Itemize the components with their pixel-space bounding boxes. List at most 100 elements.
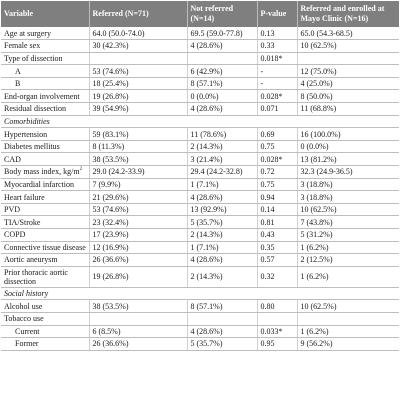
cell-text: -	[260, 66, 264, 76]
cell-p-value: 0.81	[257, 215, 298, 229]
table-row: Body mass index, kg/m2 29.0 (24.2-33.9) 29…	[1, 165, 399, 179]
table-subrow: Current 6 (8.5%) 4 (28.6%) 0.033* 1 (6.2%)	[1, 325, 399, 339]
cell-text: 5 (35.7%)	[190, 217, 223, 227]
cell-p-value: 0.35	[257, 241, 298, 255]
cell-referred: 39 (54.9%)	[89, 102, 188, 116]
cell-text: 7 (43.8%)	[300, 217, 333, 227]
cell-text: 38 (53.5%)	[92, 301, 129, 311]
cell-text: 4 (28.6%)	[190, 326, 223, 336]
table-row: Aortic aneurysm 26 (36.6%) 4 (28.6%) 0.57 2 …	[1, 253, 399, 267]
cell-not-referred: 5 (35.7%)	[187, 215, 258, 229]
cell-p-value: 0.75	[257, 178, 298, 192]
cell-not-referred	[187, 312, 258, 326]
table-row: Tobacco use	[1, 312, 399, 326]
cell-text: Diabetes mellitus	[4, 142, 60, 152]
cell-mayo: 12 (75.0%)	[297, 64, 399, 78]
cell-text: 30 (42.3%)	[92, 41, 129, 51]
cell-text: 0 (0.0%)	[190, 91, 219, 101]
table-row: Prior thoracic aortic dissection 19 (26.8…	[1, 266, 399, 288]
cell-not-referred: 4 (28.6%)	[187, 190, 258, 204]
cell-variable: Heart failure	[1, 190, 90, 204]
cell-text: -	[260, 79, 264, 89]
cell-text: 53 (74.6%)	[92, 205, 129, 215]
cell-referred: 64.0 (50.0-74.0)	[89, 27, 188, 41]
cell-referred: 19 (26.8%)	[89, 89, 188, 104]
cell-text: Age at surgery	[4, 28, 51, 38]
cell-referred: 26 (36.6%)	[89, 253, 188, 267]
cell-text: 7 (9.9%)	[92, 179, 121, 189]
superscript: 2	[79, 167, 83, 173]
cell-referred: 53 (74.6%)	[89, 64, 188, 78]
cell-mayo: 13 (81.2%)	[297, 152, 399, 167]
cell-text: 4 (25.0%)	[300, 79, 333, 89]
cell-mayo: 3 (18.8%)	[297, 190, 399, 204]
cell-text: 0.43	[260, 230, 275, 240]
cell-text: B	[15, 79, 21, 89]
cell-mayo: 2 (12.5%)	[297, 253, 399, 267]
header-row: Variable Referred (N=71) Not referred (N…	[1, 1, 399, 27]
table-subrow: B 18 (25.4%) 8 (57.1%) - 4 (25.0%)	[1, 77, 399, 91]
cell-referred: 21 (29.6%)	[89, 190, 188, 204]
cell-mayo: 32.3 (24.9-36.5)	[297, 165, 399, 179]
cell-not-referred: 29.4 (24.2-32.8)	[187, 165, 258, 179]
cell-mayo: 1 (6.2%)	[297, 241, 399, 255]
cell-referred: 17 (23.9%)	[89, 228, 188, 242]
cell-variable: Body mass index, kg/m2	[1, 165, 90, 179]
cell-referred: 26 (36.6%)	[89, 337, 188, 351]
cell-text: 0.028*	[260, 91, 283, 101]
cell-p-value: 0.75	[257, 140, 298, 154]
cell-p-value: 0.14	[257, 203, 298, 217]
cell-text: Alcohol use	[4, 301, 43, 311]
cell-text: Connective tissue disease	[4, 242, 86, 252]
cell-referred: 53 (74.6%)	[89, 203, 188, 217]
cell-text: 0.13	[260, 28, 275, 38]
section-label: Comorbidities	[1, 115, 399, 129]
cell-text: 39 (54.9%)	[92, 104, 129, 114]
cell-text: COPD	[4, 230, 26, 240]
cell-text: 4 (28.6%)	[190, 192, 223, 202]
table-row: COPD 17 (23.9%) 2 (14.3%) 0.43 5 (31.2%)	[1, 228, 399, 242]
cell-not-referred: 13 (92.9%)	[187, 203, 258, 217]
cell-not-referred: 8 (57.1%)	[187, 77, 258, 91]
cell-text: TIA/Stroke	[4, 217, 41, 227]
cell-not-referred: 11 (78.6%)	[187, 127, 258, 141]
table-row: Myocardial infarction 7 (9.9%) 1 (7.1%) 0.7…	[1, 178, 399, 192]
cell-referred: 8 (11.3%)	[89, 140, 188, 154]
cell-text: 1 (6.2%)	[300, 272, 329, 282]
cell-referred	[89, 52, 188, 66]
cell-not-referred: 0 (0.0%)	[187, 89, 258, 104]
cell-text: 0.033*	[260, 326, 283, 336]
table-row: Alcohol use 38 (53.5%) 8 (57.1%) 0.80 10 (62…	[1, 299, 399, 313]
cell-not-referred: 4 (28.6%)	[187, 39, 258, 53]
cell-variable: PVD	[1, 203, 90, 217]
table-row: Residual dissection 39 (54.9%) 4 (28.6%) 0.…	[1, 102, 399, 116]
header-not-referred: Not referred (N=14)	[187, 1, 258, 27]
cell-p-value: 0.028*	[257, 89, 298, 104]
cell-text: 29.4 (24.2-32.8)	[190, 167, 243, 177]
cell-text: 2 (14.3%)	[190, 230, 223, 240]
table-row: Heart failure 21 (29.6%) 4 (28.6%) 0.94 3 (1…	[1, 190, 399, 204]
cell-mayo: 10 (62.5%)	[297, 203, 399, 217]
cell-text: 53 (74.6%)	[92, 66, 129, 76]
cell-text: 1 (7.1%)	[190, 179, 219, 189]
cell-text: PVD	[4, 205, 21, 215]
cell-text: 32.3 (24.9-36.5)	[300, 167, 353, 177]
cell-text: 4 (28.6%)	[190, 41, 223, 51]
cell-p-value: 0.071	[257, 102, 298, 116]
cell-text: Former	[15, 339, 39, 349]
cell-p-value: 0.57	[257, 253, 298, 267]
cell-variable: CAD	[1, 152, 90, 167]
cell-p-value: 0.32	[257, 266, 298, 288]
cell-mayo: 10 (62.5%)	[297, 39, 399, 53]
cell-text: 0.81	[260, 217, 275, 227]
cell-p-value: 0.033*	[257, 325, 298, 339]
cell-referred: 12 (16.9%)	[89, 241, 188, 255]
cell-text: 17 (23.9%)	[92, 230, 129, 240]
cell-variable: Tobacco use	[1, 312, 90, 326]
cell-text: 0.95	[260, 339, 275, 349]
table-row: Type of dissection 0.018*	[1, 52, 399, 66]
table-body: Age at surgery 64.0 (50.0-74.0) 69.5 (59.0…	[1, 27, 399, 351]
cell-not-referred: 2 (14.3%)	[187, 228, 258, 242]
cell-mayo: 16 (100.0%)	[297, 127, 399, 141]
cell-referred: 18 (25.4%)	[89, 77, 188, 91]
